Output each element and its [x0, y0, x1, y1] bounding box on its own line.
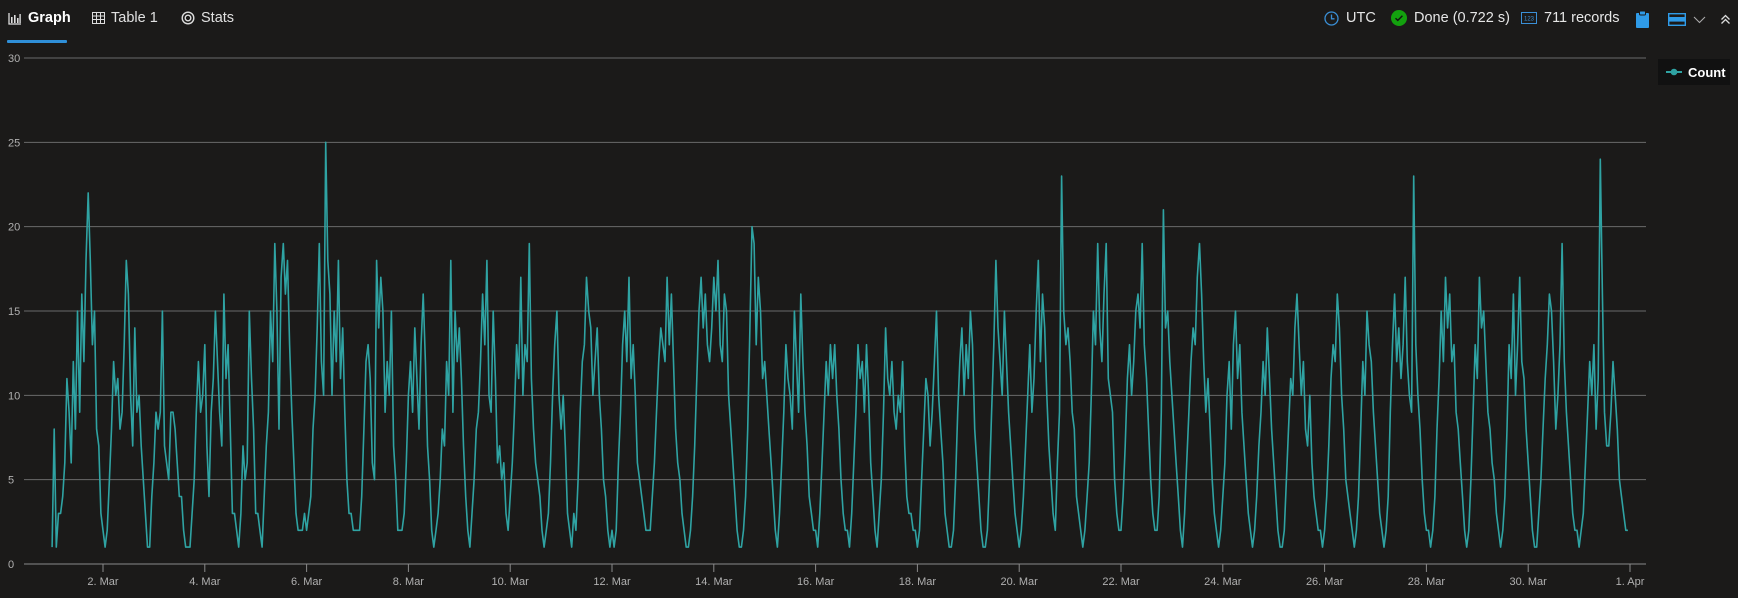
- timezone-indicator[interactable]: UTC: [1324, 10, 1376, 26]
- x-tick-label: 24. Mar: [1204, 576, 1242, 588]
- x-tick-label: 22. Mar: [1102, 576, 1140, 588]
- copy-button[interactable]: [1636, 11, 1649, 28]
- tab-graph[interactable]: Graph: [8, 10, 71, 26]
- x-tick-label: 18. Mar: [899, 576, 937, 588]
- x-tick-label: 14. Mar: [695, 576, 733, 588]
- y-tick-label: 0: [8, 559, 14, 571]
- y-tick-label: 10: [8, 390, 20, 402]
- x-tick-label: 4. Mar: [189, 576, 221, 588]
- x-tick-label: 16. Mar: [797, 576, 835, 588]
- y-tick-label: 30: [8, 53, 20, 65]
- records-count: 123 711 records: [1521, 10, 1620, 26]
- check-circle-icon: [1391, 10, 1407, 26]
- tab-stats[interactable]: Stats: [181, 10, 234, 26]
- timezone-label: UTC: [1346, 10, 1376, 26]
- y-tick-label: 25: [8, 137, 20, 149]
- x-tick-label: 26. Mar: [1306, 576, 1344, 588]
- number-icon: 123: [1521, 12, 1537, 24]
- tab-table-1-label: Table 1: [111, 10, 158, 26]
- x-tick-label: 20. Mar: [1001, 576, 1039, 588]
- stats-icon: [181, 11, 195, 25]
- series-line-count: [51, 141, 1628, 548]
- x-tick-label: 12. Mar: [593, 576, 631, 588]
- double-chevron-up-icon: [1721, 14, 1730, 24]
- tab-stats-label: Stats: [201, 10, 235, 26]
- layout-icon: [1668, 13, 1686, 26]
- legend-item-count[interactable]: Count: [1658, 59, 1730, 85]
- y-tick-label: 5: [8, 475, 14, 487]
- records-label: 711 records: [1544, 10, 1620, 26]
- x-tick-label: 1. Apr: [1616, 576, 1645, 588]
- layout-button[interactable]: [1668, 13, 1706, 26]
- x-tick-label: 28. Mar: [1408, 576, 1446, 588]
- x-tick-label: 6. Mar: [291, 576, 323, 588]
- status-label: Done (0.722 s): [1414, 10, 1510, 26]
- x-tick-label: 10. Mar: [492, 576, 530, 588]
- collapse-button[interactable]: [1720, 14, 1731, 25]
- table-icon: [92, 12, 105, 24]
- tab-table-1[interactable]: Table 1: [92, 10, 158, 26]
- query-status: Done (0.722 s): [1391, 10, 1510, 26]
- x-tick-label: 8. Mar: [393, 576, 425, 588]
- bar-chart-icon: [8, 12, 21, 25]
- clipboard-icon: [1636, 11, 1649, 28]
- y-tick-label: 15: [8, 306, 20, 318]
- chevron-down-icon: [1693, 16, 1706, 23]
- series-marker-icon: [1666, 68, 1682, 76]
- x-tick-label: 30. Mar: [1510, 576, 1548, 588]
- clock-icon: [1324, 10, 1339, 26]
- y-tick-label: 20: [8, 222, 20, 234]
- tab-graph-label: Graph: [28, 10, 71, 26]
- svg-text:123: 123: [1524, 17, 1535, 23]
- legend-label: Count: [1688, 64, 1726, 80]
- x-tick-label: 2. Mar: [87, 576, 119, 588]
- active-tab-indicator: [7, 40, 67, 43]
